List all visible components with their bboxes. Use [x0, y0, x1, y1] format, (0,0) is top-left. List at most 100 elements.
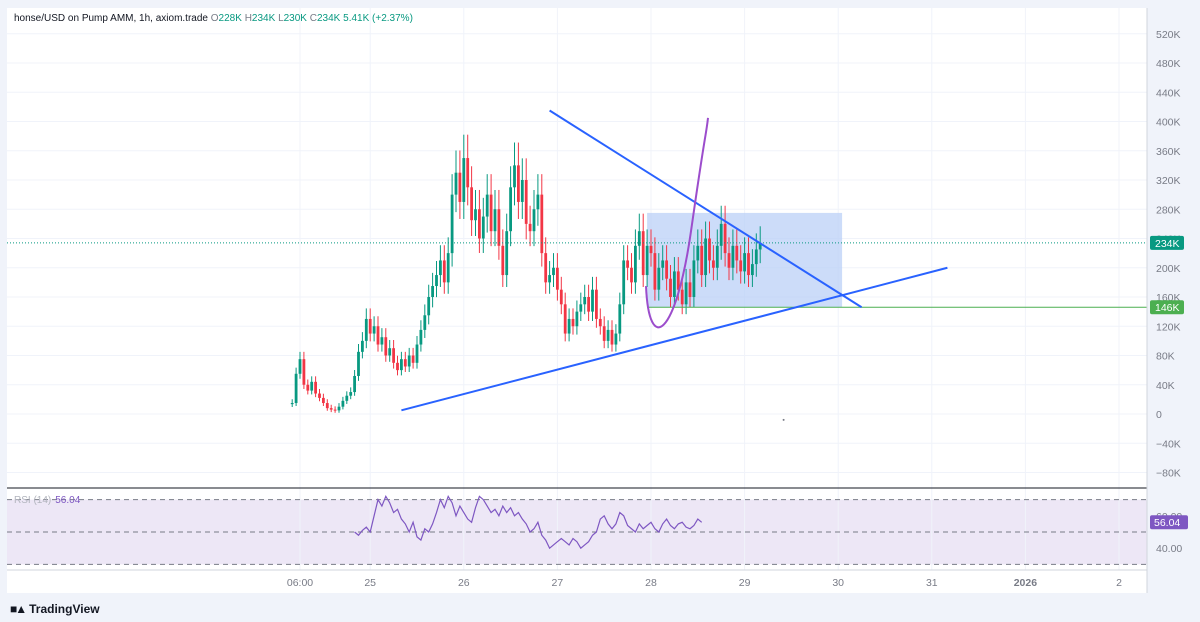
rsi-axis-tag-label: 56.04: [1154, 517, 1180, 529]
candle-body: [719, 223, 723, 246]
candle-body: [587, 297, 590, 312]
trendline-ascending: [401, 266, 948, 412]
candle-body: [431, 286, 434, 297]
candle-body: [676, 271, 680, 290]
candle-body: [329, 408, 333, 410]
candle-body: [669, 278, 672, 297]
candle-body: [361, 340, 364, 352]
price-tick-label: 40K: [1156, 380, 1175, 392]
candle-body: [388, 348, 392, 356]
time-tick-label: 30: [832, 577, 844, 589]
candle-body: [747, 253, 750, 276]
candle-body: [403, 359, 407, 367]
candle-body: [614, 333, 618, 345]
candle-body: [754, 249, 758, 265]
candle-body: [559, 289, 563, 305]
candle-body: [723, 223, 727, 254]
candle-body: [446, 253, 450, 283]
price-tick-label: 360K: [1156, 146, 1181, 158]
candle-body: [715, 245, 719, 268]
candle-body: [380, 337, 384, 345]
rsi-value: 56.04: [55, 495, 81, 506]
price-tick-label: 80K: [1156, 351, 1175, 363]
open-value: 228K: [218, 13, 242, 24]
candle-body: [290, 403, 294, 405]
symbol-legend[interactable]: honse/USD on Pump AMM, 1h, axiom.trade O…: [14, 13, 413, 24]
candle-body: [575, 311, 579, 327]
tradingview-name: TradingView: [29, 602, 100, 616]
open-label: O: [210, 13, 219, 24]
candle-body: [739, 260, 743, 272]
candle-body: [571, 318, 575, 327]
candle-body: [727, 253, 731, 268]
candle-body: [552, 267, 555, 276]
time-tick-label: 29: [739, 577, 751, 589]
candle-body: [688, 282, 692, 297]
time-tick-label: 2: [1116, 577, 1122, 589]
time-tick-label: 06:00: [287, 577, 313, 589]
candle-body: [400, 359, 403, 371]
candle-body: [501, 245, 505, 276]
candle-body: [743, 253, 746, 272]
candle-body: [481, 216, 485, 239]
price-tick-label: −80K: [1156, 468, 1181, 480]
candle-body: [751, 264, 754, 276]
candle-body: [673, 271, 676, 297]
candle-body: [458, 172, 462, 202]
time-tick-label: 2026: [1014, 577, 1038, 589]
candle-body: [427, 297, 431, 316]
trendline-descending: [549, 109, 863, 309]
candle-body: [528, 223, 532, 232]
price-tick-label: 280K: [1156, 204, 1181, 216]
candle-body: [610, 329, 614, 345]
candle-body: [419, 329, 423, 345]
candle-body: [548, 275, 551, 283]
candle-body: [450, 194, 454, 254]
candle-body: [345, 395, 349, 401]
candle-body: [524, 180, 528, 224]
rsi-legend[interactable]: RSI (14) 56.04: [14, 495, 80, 506]
candle-body: [653, 253, 657, 290]
candle-body: [700, 245, 704, 276]
price-tick-label: 480K: [1156, 58, 1181, 70]
candle-body: [302, 359, 306, 385]
low-label: L: [278, 13, 284, 24]
candle-body: [509, 187, 512, 232]
candle-body: [298, 359, 302, 374]
price-tick-label: 520K: [1156, 29, 1181, 41]
candle-body: [520, 180, 524, 202]
candle-body: [598, 318, 602, 327]
change-value: 5.41K (+2.37%): [343, 13, 413, 24]
price-axis-tag: [1150, 235, 1184, 250]
time-tick-label: 31: [926, 577, 938, 589]
candle-body: [423, 315, 427, 330]
candle-body: [333, 409, 337, 411]
candle-body: [579, 304, 583, 312]
candle-body: [322, 397, 325, 404]
tradingview-logo[interactable]: ■▲ TradingView: [10, 602, 100, 616]
candle-body: [696, 245, 700, 261]
candle-body: [637, 231, 641, 246]
candle-body: [704, 238, 707, 276]
rsi-series-line: [354, 494, 703, 550]
symbol-title[interactable]: honse/USD on Pump AMM, 1h, axiom.trade: [14, 13, 208, 24]
time-tick-label: 28: [645, 577, 657, 589]
candle-body: [341, 400, 345, 407]
candle-body: [536, 194, 540, 210]
candle-body: [630, 267, 633, 283]
candle-body: [478, 209, 481, 239]
price-axis-tag-label: 234K: [1155, 238, 1180, 250]
rsi-title[interactable]: RSI (14): [14, 495, 52, 506]
candle-body: [622, 260, 626, 305]
candle-body: [470, 187, 473, 221]
candle-body: [442, 260, 446, 283]
candle-body: [626, 260, 629, 268]
candle-body: [439, 260, 442, 276]
price-tick-label: 0: [1156, 409, 1162, 421]
candle-body: [758, 242, 762, 250]
low-value: 230K: [283, 13, 307, 24]
candle-body: [567, 318, 571, 334]
candle-body: [384, 337, 388, 356]
